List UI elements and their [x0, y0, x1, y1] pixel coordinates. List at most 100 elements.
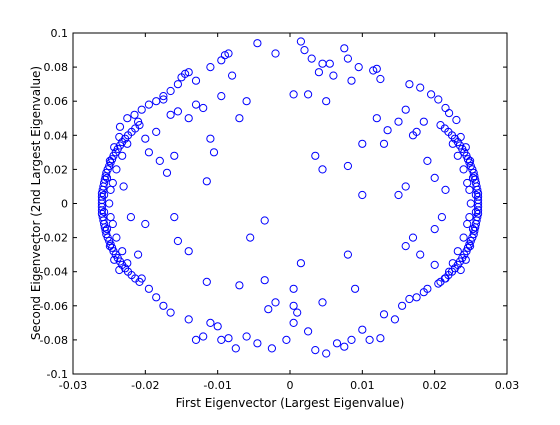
- scatter-point: [141, 134, 150, 143]
- scatter-point: [471, 190, 480, 200]
- scatter-point: [351, 284, 360, 293]
- scatter-point: [102, 173, 112, 182]
- scatter-point: [231, 344, 240, 353]
- x-tick-label: 0.01: [350, 379, 375, 392]
- scatter-point: [224, 334, 233, 343]
- scatter-point: [300, 46, 309, 55]
- scatter-point: [213, 322, 222, 331]
- scatter-point: [453, 151, 462, 160]
- scatter-point: [115, 122, 125, 131]
- scatter-point: [271, 298, 280, 307]
- scatter-point: [311, 346, 320, 355]
- scatter-point: [289, 318, 298, 327]
- y-tick-label: 0.04: [44, 129, 69, 142]
- scatter-point: [354, 63, 363, 72]
- scatter-point: [102, 225, 112, 234]
- scatter-point: [289, 301, 298, 310]
- scatter-point: [199, 103, 208, 113]
- scatter-point: [427, 90, 436, 99]
- scatter-point: [358, 139, 367, 148]
- scatter-point: [376, 74, 385, 84]
- scatter-point: [358, 190, 367, 200]
- scatter-point: [311, 151, 320, 160]
- scatter-point: [296, 259, 305, 268]
- scatter-point: [106, 213, 115, 222]
- scatter-point: [144, 100, 153, 109]
- x-axis-label: First Eigenvector (Largest Eigenvalue): [176, 396, 405, 410]
- scatter-point: [115, 132, 124, 142]
- scatter-point: [465, 213, 474, 222]
- y-tick-label: -0.08: [40, 334, 68, 347]
- scatter-point: [340, 342, 349, 351]
- scatter-point: [119, 182, 128, 191]
- scatter-point: [430, 260, 439, 269]
- scatter-point: [401, 242, 410, 251]
- scatter-point: [134, 117, 143, 126]
- scatter-point: [112, 233, 121, 242]
- scatter-point: [112, 165, 121, 174]
- scatter-point: [466, 156, 475, 165]
- scatter-point: [453, 247, 462, 256]
- scatter-point: [347, 76, 356, 85]
- x-tick-label: 0.02: [422, 379, 447, 392]
- scatter-point: [293, 308, 302, 317]
- scatter-point: [376, 334, 385, 343]
- scatter-point: [141, 219, 150, 229]
- scatter-point: [365, 335, 374, 344]
- scatter-point: [118, 151, 127, 160]
- scatter-point: [358, 325, 367, 334]
- scatter-point: [401, 182, 410, 191]
- scatter-point: [110, 143, 119, 152]
- scatter-point: [448, 259, 457, 268]
- scatter-point: [228, 71, 237, 80]
- scatter-point: [466, 242, 475, 251]
- scatter-point: [372, 64, 381, 73]
- scatter-point: [307, 54, 316, 63]
- data-points: [97, 37, 483, 358]
- scatter-point: [184, 68, 193, 77]
- scatter-point: [224, 49, 233, 58]
- scatter-point: [423, 284, 432, 293]
- scatter-point: [430, 225, 439, 234]
- scatter-point: [434, 279, 443, 288]
- y-tick-label: 0.1: [51, 27, 69, 40]
- scatter-point: [304, 327, 313, 336]
- scatter-point: [173, 236, 182, 246]
- scatter-point: [209, 148, 219, 157]
- scatter-point: [271, 49, 280, 58]
- scatter-point: [199, 332, 208, 341]
- scatter-point: [206, 134, 215, 143]
- scatter-point: [202, 277, 211, 286]
- scatter-point: [242, 332, 251, 341]
- scatter-point: [191, 100, 201, 109]
- scatter-point: [322, 97, 331, 106]
- scatter-point: [137, 274, 146, 283]
- scatter-point: [130, 110, 139, 119]
- scatter-point: [430, 173, 439, 182]
- scatter-point: [155, 156, 164, 165]
- scatter-point: [325, 59, 334, 68]
- scatter-point: [166, 110, 175, 119]
- scatter-point: [242, 97, 251, 106]
- scatter-point: [191, 335, 201, 344]
- x-tick-label: -0.02: [131, 379, 159, 392]
- scatter-point: [162, 168, 172, 177]
- scatter-point: [437, 213, 446, 222]
- scatter-point: [471, 207, 480, 217]
- scatter-point: [394, 190, 403, 200]
- y-tick-label: 0.08: [44, 61, 69, 74]
- y-tick-label: -0.06: [40, 300, 68, 313]
- scatter-point: [436, 121, 445, 130]
- scatter-point: [448, 139, 457, 148]
- scatter-point: [379, 139, 389, 148]
- scatter-point: [445, 267, 454, 276]
- scatter-point: [110, 255, 119, 264]
- y-tick-label: -0.1: [47, 368, 68, 381]
- scatter-point: [456, 265, 465, 275]
- scatter-point: [441, 274, 450, 283]
- scatter-point: [423, 156, 432, 165]
- scatter-point: [170, 213, 179, 222]
- scatter-point: [372, 114, 381, 123]
